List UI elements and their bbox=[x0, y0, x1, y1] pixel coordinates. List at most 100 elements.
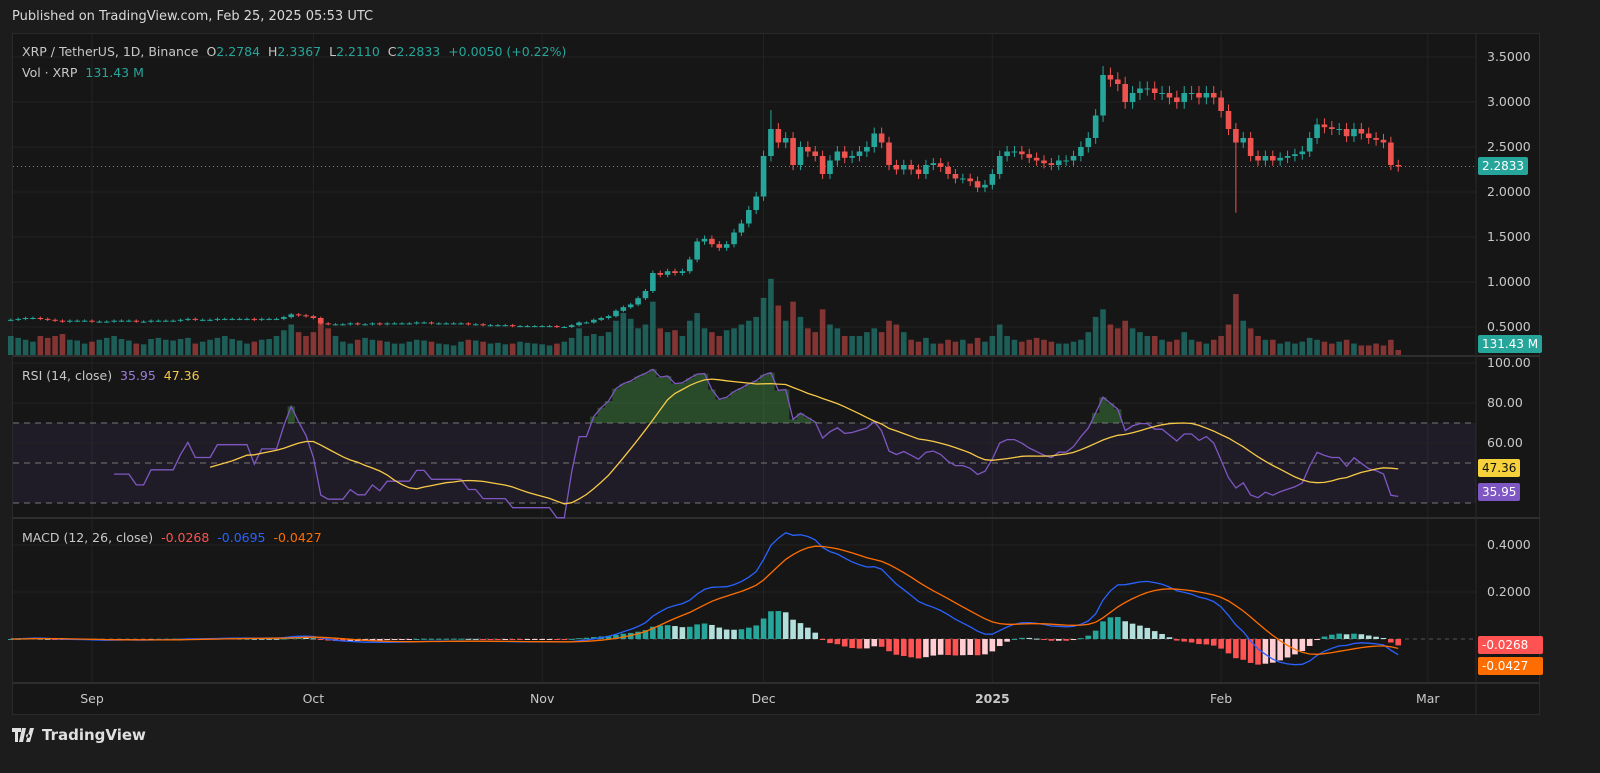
macd-histogram-bar bbox=[900, 639, 907, 657]
symbol-title[interactable]: XRP / TetherUS, 1D, Binance bbox=[22, 44, 199, 59]
candle-body bbox=[716, 244, 723, 248]
rsi-label[interactable]: RSI (14, close) bbox=[22, 368, 113, 383]
candle-body bbox=[753, 196, 759, 210]
volume-bar bbox=[900, 332, 907, 355]
macd-histogram-bar bbox=[377, 639, 383, 641]
macd-histogram-bar bbox=[1262, 639, 1269, 664]
rsi-badge: 35.95 bbox=[1478, 483, 1521, 501]
candle-body bbox=[1055, 160, 1062, 165]
candle-body bbox=[103, 321, 110, 323]
published-note: Published on TradingView.com, Feb 25, 20… bbox=[12, 9, 374, 24]
macd-histogram-bar bbox=[967, 639, 973, 655]
candle-body bbox=[937, 163, 944, 167]
volume-bar bbox=[827, 324, 833, 355]
volume-bar bbox=[1004, 335, 1010, 355]
candle-body bbox=[1144, 88, 1151, 90]
candle-body bbox=[214, 318, 221, 320]
rsi-line bbox=[114, 368, 1399, 519]
candle-body bbox=[148, 320, 154, 322]
tradingview-logo[interactable]: TradingView bbox=[12, 726, 146, 744]
volume-bar bbox=[886, 320, 892, 355]
candle-body bbox=[1233, 129, 1239, 143]
volume-bar bbox=[1048, 341, 1055, 355]
macd-histogram-bar bbox=[1269, 639, 1276, 663]
candle-body bbox=[140, 321, 147, 323]
volume-bar bbox=[1255, 335, 1261, 355]
volume-bar bbox=[1388, 339, 1394, 355]
volume-bar bbox=[273, 335, 280, 355]
candle-body bbox=[44, 318, 51, 320]
volume-bar bbox=[1166, 341, 1173, 355]
macd-histogram-bar bbox=[576, 638, 582, 640]
candle-body bbox=[627, 304, 634, 308]
macd-histogram-bar bbox=[937, 639, 944, 655]
macd-histogram-bar bbox=[1277, 639, 1283, 661]
volume-bar bbox=[1085, 332, 1092, 355]
macd-histogram-bar bbox=[1144, 627, 1151, 639]
candle-body bbox=[775, 129, 782, 143]
volume-bar bbox=[30, 341, 36, 355]
candle-body bbox=[347, 323, 354, 325]
macd-histogram-bar bbox=[1004, 639, 1010, 642]
candle-body bbox=[1277, 157, 1283, 161]
volume-bar bbox=[118, 339, 125, 355]
candle-body bbox=[1351, 129, 1357, 137]
macd-histogram-bar bbox=[273, 638, 280, 640]
candle-body bbox=[746, 210, 752, 224]
macd-histogram-bar bbox=[406, 639, 413, 640]
open-label: O bbox=[206, 44, 217, 59]
symbol-legend: XRP / TetherUS, 1D, Binance O2.2784 H2.3… bbox=[22, 44, 566, 59]
macd-histogram-bar bbox=[1055, 639, 1062, 641]
macd-histogram-bar bbox=[1011, 638, 1018, 640]
macd-histogram-bar bbox=[251, 638, 258, 640]
candle-body bbox=[1255, 156, 1261, 161]
macd-histogram-bar bbox=[657, 625, 664, 639]
macd-histogram-bar bbox=[1048, 639, 1055, 641]
candle-body bbox=[399, 323, 405, 325]
volume-bar bbox=[952, 341, 959, 355]
macd-histogram-bar bbox=[1336, 633, 1342, 639]
candle-body bbox=[377, 323, 383, 325]
candle-body bbox=[458, 323, 464, 325]
candle-body bbox=[878, 133, 885, 143]
macd-histogram-bar bbox=[303, 637, 309, 639]
volume-bar bbox=[679, 335, 686, 355]
candle-body bbox=[185, 318, 191, 320]
time-tick-label: Oct bbox=[303, 691, 325, 706]
price-tick-label: 2.5000 bbox=[1487, 139, 1531, 154]
volume-bar bbox=[1373, 343, 1379, 355]
time-tick-label: Feb bbox=[1210, 691, 1232, 706]
candle-body bbox=[1011, 151, 1018, 153]
volume-bar bbox=[1092, 316, 1099, 355]
high-label: H bbox=[267, 44, 278, 59]
volume-bar bbox=[354, 339, 361, 355]
volume-bar bbox=[768, 278, 774, 355]
volume-label[interactable]: Vol · XRP bbox=[22, 65, 78, 80]
volume-value: 131.43 M bbox=[85, 65, 144, 80]
macd-histogram-bar bbox=[495, 639, 501, 640]
candle-body bbox=[199, 319, 206, 321]
candle-body bbox=[472, 324, 479, 326]
macd-histogram-bar bbox=[1026, 637, 1033, 639]
candle-body bbox=[886, 142, 892, 165]
candle-body bbox=[236, 318, 243, 320]
macd-label[interactable]: MACD (12, 26, close) bbox=[22, 530, 154, 545]
tradingview-logo-icon bbox=[12, 728, 34, 742]
candle-body bbox=[856, 151, 863, 156]
volume-bar bbox=[1144, 335, 1151, 355]
macd-histogram-bar bbox=[1107, 617, 1114, 639]
volume-bar bbox=[1100, 309, 1106, 355]
volume-bar bbox=[672, 330, 678, 355]
candle-body bbox=[340, 324, 346, 326]
candle-body bbox=[1166, 93, 1173, 98]
macd-histogram-bar bbox=[930, 639, 937, 656]
macd-histogram-bar bbox=[923, 639, 929, 658]
change-value: +0.0050 (+0.22%) bbox=[448, 44, 567, 59]
candle-body bbox=[354, 323, 361, 325]
macd-histogram-bar bbox=[945, 639, 951, 656]
volume-bar bbox=[399, 343, 405, 355]
macd-histogram-bar bbox=[1174, 639, 1180, 641]
candle-body bbox=[1365, 133, 1372, 138]
volume-bar bbox=[834, 328, 841, 355]
